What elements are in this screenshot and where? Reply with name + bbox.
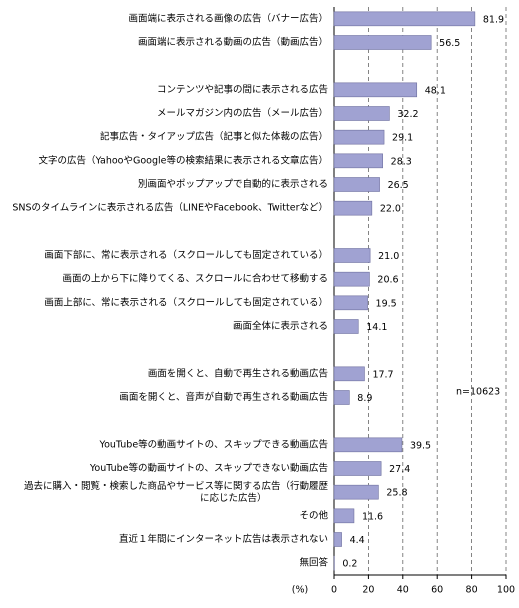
data-label: 17.7 <box>372 369 393 380</box>
bar <box>333 35 432 50</box>
y-tick-label: 画面下部に、常に表示される（スクロールしても固定されている） <box>44 249 328 261</box>
data-label: 39.5 <box>410 440 431 451</box>
bar <box>333 106 390 121</box>
bar <box>333 248 371 263</box>
bar <box>333 366 365 382</box>
y-tick-label: YouTube等の動画サイトの、スキップできない動画広告 <box>89 462 328 474</box>
x-tick-label: 60 <box>431 585 443 596</box>
x-tick-label: 80 <box>466 585 478 596</box>
data-label: 8.9 <box>357 393 372 404</box>
y-tick-label: 無回答 <box>299 557 328 569</box>
data-label: 21.0 <box>378 251 399 262</box>
data-label: 26.5 <box>388 180 409 191</box>
y-tick-label: 過去に購入・閲覧・検索した商品やサービス等に関する広告（行動履歴に応じた広告） <box>24 480 329 504</box>
annotation: n=10623 <box>456 387 500 398</box>
y-tick-label: YouTube等の動画サイトの、スキップできる動画広告 <box>99 438 328 450</box>
bar <box>333 11 476 27</box>
bar <box>333 82 418 98</box>
data-label: 56.5 <box>439 38 460 49</box>
label-line: に応じた広告） <box>200 492 267 504</box>
bar <box>333 295 368 311</box>
y-tick-label: 画面全体に表示される <box>233 320 328 332</box>
y-tick-label: 画面を開くと、音声が自動で再生される動画広告 <box>119 391 328 403</box>
y-tick-label: 画面端に表示される画像の広告（バナー広告） <box>128 12 328 24</box>
bar <box>333 177 380 192</box>
y-tick-label: その他 <box>299 509 328 521</box>
x-tick-label: 20 <box>362 585 374 596</box>
y-tick-label: 別画面やポップアップで自動的に表示される <box>138 178 328 190</box>
data-label: 14.1 <box>366 322 387 333</box>
data-label: 22.0 <box>380 204 401 215</box>
data-label: 11.6 <box>362 511 383 522</box>
data-label: 32.2 <box>397 109 418 120</box>
data-label: 25.8 <box>386 488 407 499</box>
x-tick-label: 0 <box>331 585 337 596</box>
y-tick-label: 画面端に表示される動画の広告（動画広告） <box>138 36 328 48</box>
y-tick-label: 記事広告・タイアップ広告（記事と似た体裁の広告） <box>100 131 328 143</box>
data-label: 4.4 <box>350 535 365 546</box>
x-tick-label: 40 <box>397 585 409 596</box>
data-label: 48.1 <box>425 85 446 96</box>
data-label: 19.5 <box>376 298 397 309</box>
bar <box>333 153 383 169</box>
data-label: 29.1 <box>392 133 413 144</box>
bar <box>333 437 403 453</box>
label-line: 過去に購入・閲覧・検索した商品やサービス等に関する広告（行動履歴 <box>24 480 329 492</box>
bar <box>333 271 370 287</box>
y-tick-label: SNSのタイムラインに表示される広告（LINEやFacebook、Twitter… <box>12 202 328 214</box>
bar <box>333 508 355 524</box>
data-label: 28.3 <box>391 156 412 167</box>
bar <box>333 319 359 334</box>
y-tick-label: メールマガジン内の広告（メール広告） <box>157 107 328 119</box>
bar <box>333 484 379 500</box>
y-tick-label: 画面上部に、常に表示される（スクロールしても固定されている） <box>44 296 328 308</box>
data-label: 81.9 <box>483 14 504 25</box>
bar <box>333 390 350 405</box>
bar <box>333 200 373 216</box>
y-tick-label: 直近１年間にインターネット広告は表示されない <box>119 533 328 545</box>
y-tick-label: 画面の上から下に降りてくる、スクロールに合わせて移動する <box>62 273 328 285</box>
y-tick-label: 文字の広告（YahooやGoogle等の検索結果に表示される文章広告） <box>39 154 328 166</box>
y-tick-label: コンテンツや記事の間に表示される広告 <box>157 83 328 95</box>
bar <box>333 532 342 547</box>
x-axis-label: (%) <box>292 585 308 596</box>
data-label: 0.2 <box>342 559 357 570</box>
data-label: 27.4 <box>389 464 410 475</box>
bar <box>333 129 385 145</box>
data-label: 20.6 <box>377 275 398 286</box>
bar <box>333 461 382 476</box>
y-tick-label: 画面を開くと、自動で再生される動画広告 <box>148 367 328 379</box>
x-tick-label: 100 <box>497 585 515 596</box>
